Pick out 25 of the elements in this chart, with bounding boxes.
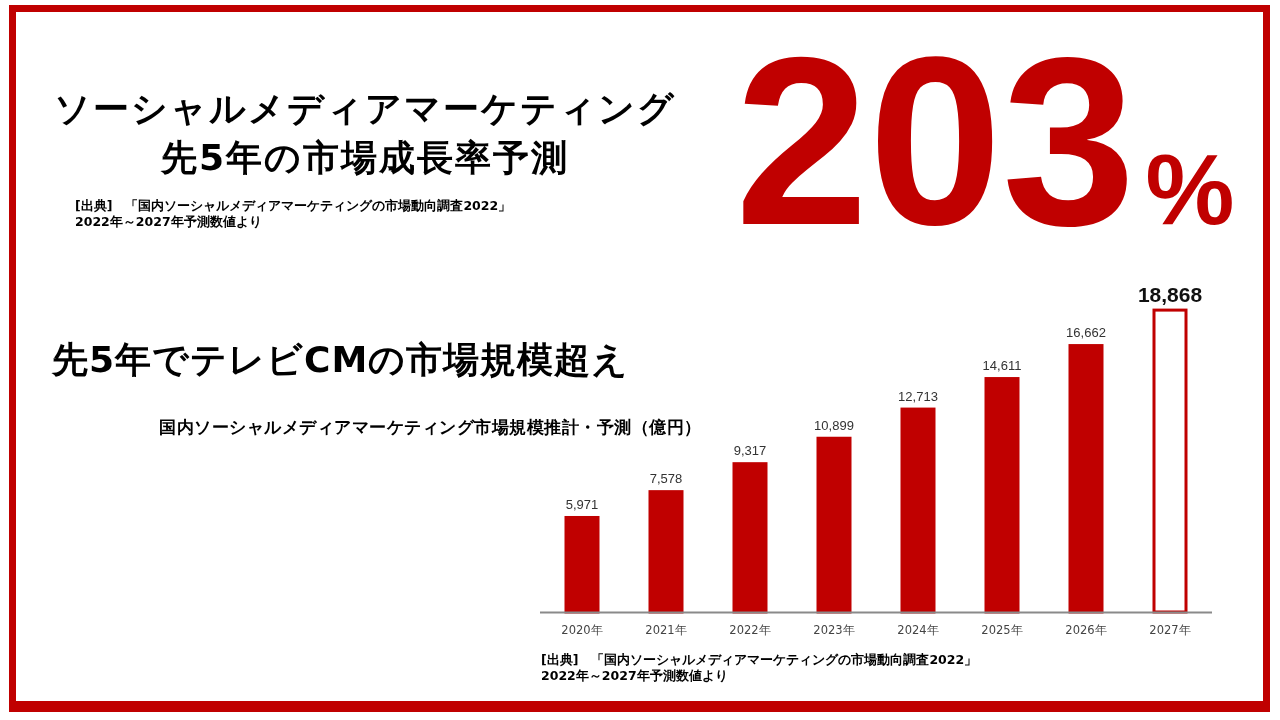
x-tick-label: 2022年 <box>729 623 771 637</box>
x-tick-label: 2025年 <box>981 623 1023 637</box>
annotation: 2022年～2027年予測数値より <box>75 214 262 229</box>
annotation: [出典] 「国内ソーシャルメディアマーケティングの市場動向調査2022」 <box>75 198 512 213</box>
value-label: 9,317 <box>733 443 767 459</box>
title: ソーシャルメディアマーケティング <box>54 88 676 129</box>
annotation: [出典] 「国内ソーシャルメディアマーケティングの市場動向調査2022」 <box>541 652 978 667</box>
x-tick-label: 2026年 <box>1065 623 1107 637</box>
x-tick-label: 2024年 <box>897 623 939 637</box>
x-tick-label: 2021年 <box>645 623 687 637</box>
value-label: 18,868 <box>1137 282 1203 306</box>
subtitle: 先5年でテレビCMの市場規模超え <box>52 339 630 380</box>
annotation: 2022年～2027年予測数値より <box>541 668 728 683</box>
value-label: 10,899 <box>814 417 854 433</box>
title: 先5年の市場成長率予測 <box>160 137 570 178</box>
value-label: 14,611 <box>982 358 1022 374</box>
value-label: 12,713 <box>898 388 938 404</box>
value-label: 5,971 <box>565 497 599 512</box>
x-tick-label: 2020年 <box>561 623 603 637</box>
x-tick-label: 2023年 <box>813 623 855 637</box>
value-label: 7,578 <box>649 471 683 487</box>
annotation: 国内ソーシャルメディアマーケティング市場規模推計・予測（億円） <box>159 417 702 437</box>
x-tick-label: 2027年 <box>1149 623 1191 637</box>
value-label: 16,662 <box>1066 325 1106 341</box>
annotation: 203% <box>735 7 1235 275</box>
